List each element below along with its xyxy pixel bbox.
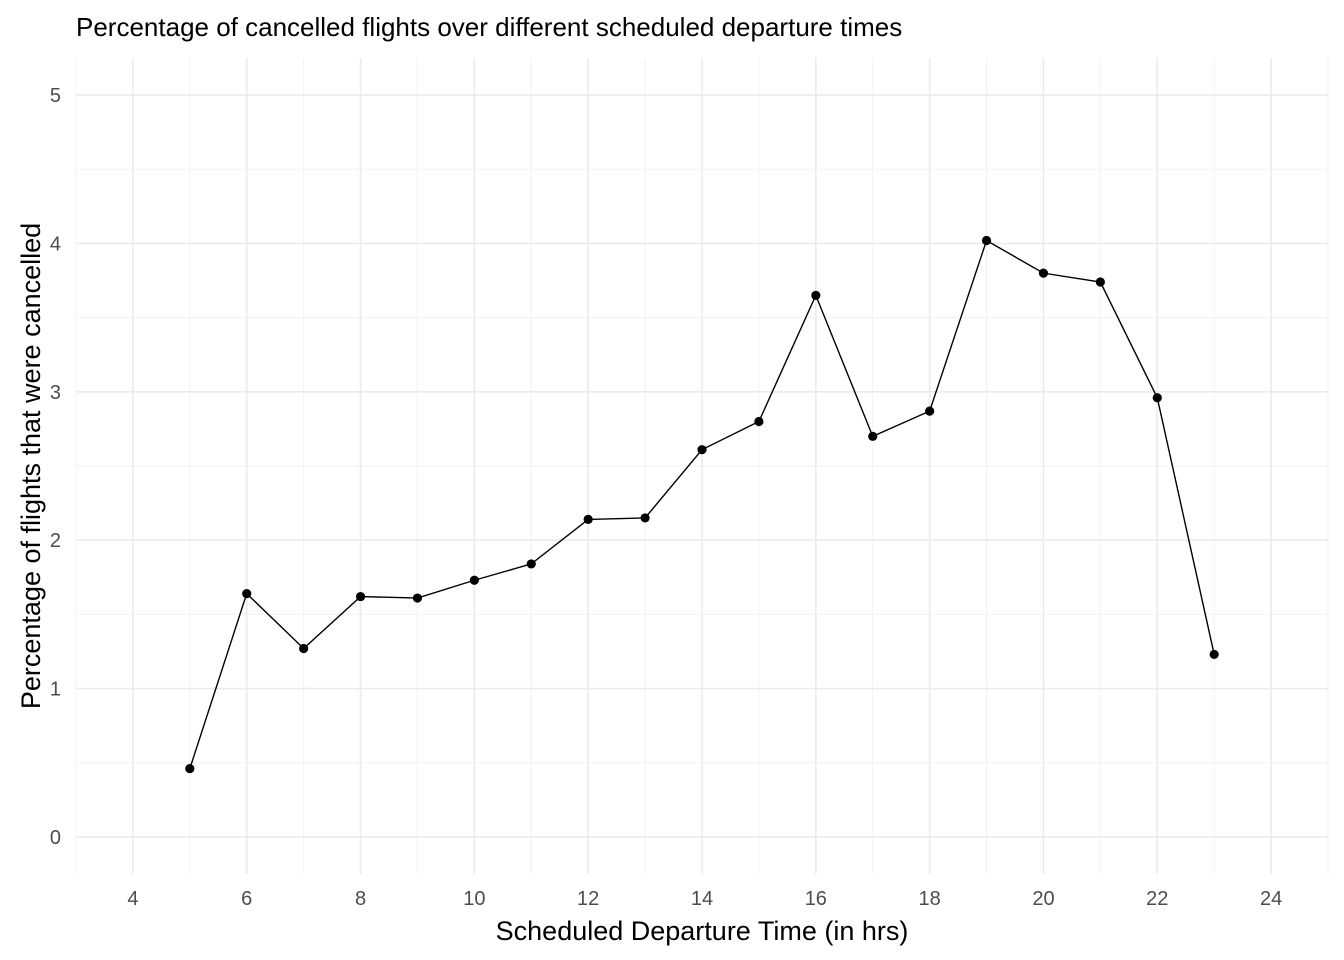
y-tick-label: 5 bbox=[50, 85, 61, 107]
x-tick-label: 16 bbox=[805, 888, 827, 910]
data-point bbox=[925, 406, 935, 416]
x-tick-label: 10 bbox=[463, 888, 485, 910]
data-point bbox=[1038, 268, 1049, 278]
data-point bbox=[868, 431, 878, 441]
x-tick-label: 24 bbox=[1260, 888, 1282, 910]
x-tick-label: 4 bbox=[127, 888, 138, 910]
x-tick-label: 14 bbox=[691, 888, 713, 910]
y-tick-label: 3 bbox=[50, 382, 61, 404]
data-point bbox=[1209, 649, 1219, 660]
data-point bbox=[640, 513, 650, 523]
data-point bbox=[754, 416, 764, 427]
data-point bbox=[299, 643, 309, 654]
data-point bbox=[355, 591, 366, 602]
x-tick-label: 6 bbox=[241, 888, 252, 910]
grid-lines bbox=[75, 58, 1329, 874]
y-axis-title: Percentage of flights that were cancelle… bbox=[16, 223, 46, 709]
y-tick-label: 1 bbox=[50, 679, 61, 701]
data-point bbox=[697, 445, 707, 455]
y-tick-label: 0 bbox=[50, 827, 61, 849]
data-point bbox=[469, 575, 479, 585]
x-tick-label: 20 bbox=[1032, 888, 1054, 910]
x-tick-label: 8 bbox=[355, 888, 366, 910]
y-tick-label: 2 bbox=[50, 530, 61, 552]
x-tick-label: 18 bbox=[919, 888, 941, 910]
data-point bbox=[1152, 393, 1162, 403]
y-tick-label: 4 bbox=[50, 233, 61, 255]
data-point bbox=[583, 514, 593, 525]
x-tick-label: 22 bbox=[1146, 888, 1168, 910]
data-point bbox=[412, 593, 423, 603]
data-point bbox=[242, 588, 252, 599]
data-point bbox=[185, 764, 195, 774]
x-axis-title: Scheduled Departure Time (in hrs) bbox=[496, 916, 909, 946]
chart-title: Percentage of cancelled flights over dif… bbox=[76, 12, 902, 42]
data-point bbox=[526, 559, 536, 569]
x-tick-label: 12 bbox=[577, 888, 599, 910]
data-point bbox=[1095, 277, 1105, 287]
data-point bbox=[811, 290, 821, 300]
data-series bbox=[185, 235, 1219, 774]
data-point bbox=[981, 235, 992, 246]
